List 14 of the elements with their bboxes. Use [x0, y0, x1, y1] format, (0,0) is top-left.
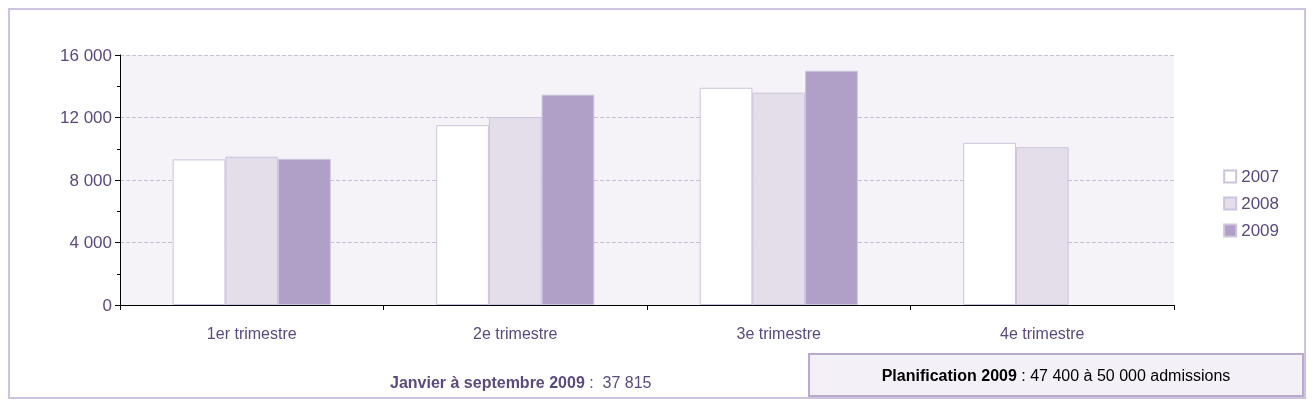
x-tick-label: 4e trimestre — [1000, 324, 1085, 342]
y-tick-label: 4 000 — [69, 233, 112, 252]
y-tick-label: 0 — [102, 295, 112, 315]
legend-label: 2009 — [1241, 221, 1280, 240]
text: Planification 2009 : 47 400 à 50 000 admissions — [881, 366, 1231, 384]
y-tick-label: 12 000 — [60, 108, 112, 127]
legend-label: 2008 — [1241, 194, 1280, 213]
legend-label: 2007 — [1241, 167, 1280, 186]
y-tick-label: 8 000 — [69, 170, 112, 190]
x-tick-label: 2e trimestre — [473, 324, 558, 342]
y-tick-label: 16 000 — [60, 45, 112, 65]
text: Janvier à septembre 2009 : 37 815 — [390, 373, 652, 391]
x-tick-label: 1er trimestre — [206, 324, 297, 342]
x-tick-label: 3e trimestre — [736, 324, 822, 342]
